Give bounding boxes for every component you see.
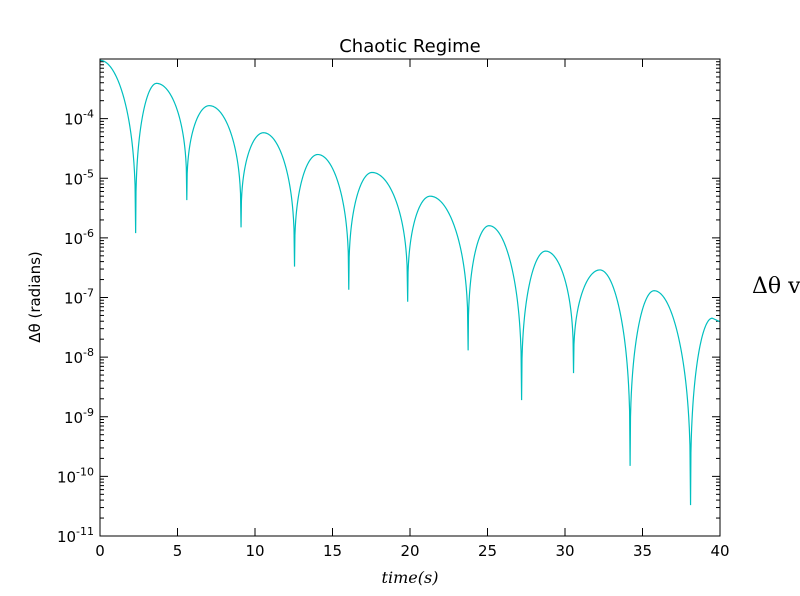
y-tick-label: 10-8: [64, 346, 94, 367]
x-tick-label: 0: [95, 542, 105, 560]
chart-title: Chaotic Regime: [339, 36, 481, 57]
cropped-side-text: Δθ v: [752, 274, 800, 299]
y-tick-label: 10-5: [64, 167, 94, 188]
x-tick-label: 25: [478, 542, 497, 560]
y-tick-label: 10-9: [64, 406, 94, 427]
y-axis-label: Δθ (radians): [26, 251, 44, 342]
x-tick-label: 35: [633, 542, 652, 560]
x-tick-label: 40: [710, 542, 729, 560]
y-tick-label: 10-6: [64, 227, 94, 248]
plot-frame: [99, 58, 721, 537]
series-line: [99, 59, 721, 506]
x-tick-label: 30: [555, 542, 574, 560]
x-tick-label: 10: [245, 542, 264, 560]
y-tick-label: 10-10: [57, 465, 94, 486]
x-tick-label: 15: [323, 542, 342, 560]
x-tick-label: 5: [173, 542, 183, 560]
y-tick-label: 10-11: [57, 525, 94, 546]
x-tick-label: 20: [400, 542, 419, 560]
y-tick-label: 10-7: [64, 287, 94, 308]
x-axis-label: time(s): [382, 568, 439, 587]
tick-labels: 0 5 10 15 20 25 30 35 40 10-11 10-10 10-9 10-8 10-7 10…: [57, 108, 730, 560]
plot-lines: [99, 59, 721, 506]
y-tick-label: 10-4: [64, 108, 94, 129]
